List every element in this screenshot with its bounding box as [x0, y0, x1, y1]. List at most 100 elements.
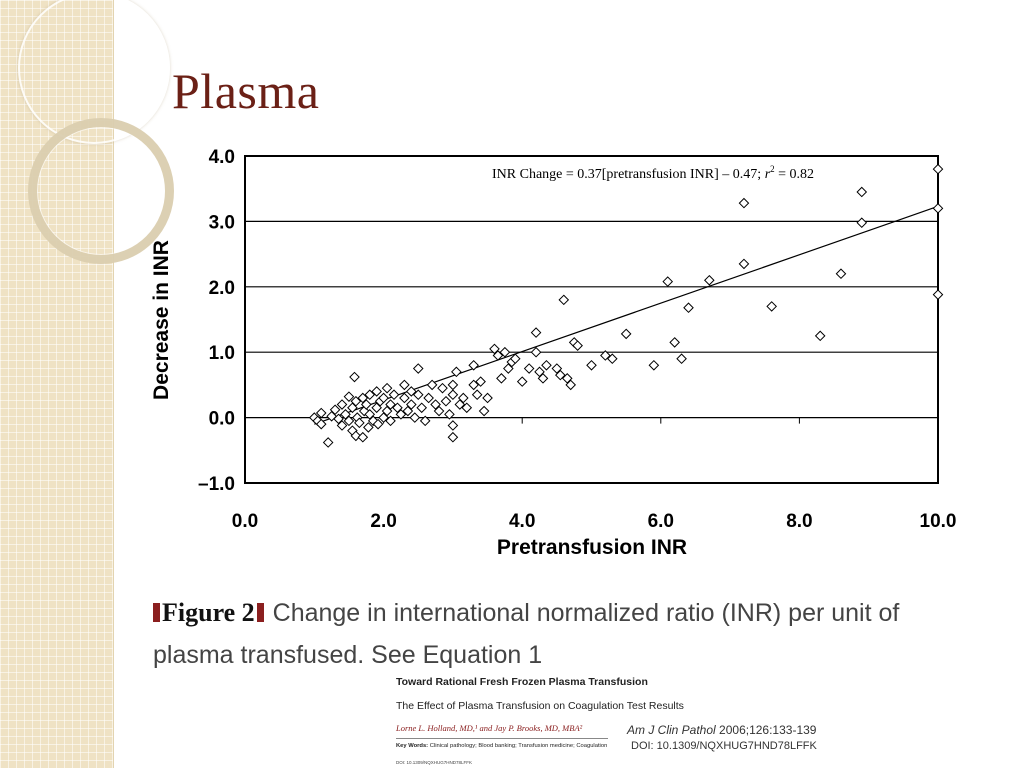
data-point — [457, 392, 469, 404]
data-point — [419, 415, 431, 427]
data-point — [551, 363, 563, 374]
data-point — [447, 379, 459, 391]
data-point — [537, 373, 549, 384]
data-point — [447, 389, 459, 401]
data-point — [555, 369, 566, 381]
data-point — [371, 402, 382, 414]
data-point — [475, 376, 486, 387]
article-title: Toward Rational Fresh Frozen Plasma Tran… — [396, 676, 648, 688]
data-point — [496, 373, 507, 384]
data-point — [360, 399, 372, 410]
decorative-ring-lower — [28, 118, 174, 264]
data-point — [600, 350, 611, 361]
data-point — [814, 330, 826, 342]
data-point — [856, 186, 868, 198]
data-point — [357, 392, 369, 404]
y-tick-label: 1.0 — [209, 343, 235, 364]
data-point — [489, 343, 500, 355]
data-point — [509, 353, 521, 365]
data-point — [558, 294, 570, 306]
x-tick-label: 10.0 — [920, 511, 957, 532]
decorative-sidebar — [0, 0, 174, 768]
journal-name: Am J Clin Pathol — [627, 723, 716, 737]
data-point — [412, 363, 424, 374]
data-point — [371, 386, 382, 397]
data-point — [329, 404, 341, 416]
keywords-text: Clinical pathology; Blood banking; Trans… — [429, 743, 608, 749]
data-point — [738, 258, 750, 270]
data-point — [322, 437, 334, 448]
data-point — [381, 405, 393, 417]
data-point — [478, 405, 490, 417]
data-point — [492, 350, 504, 361]
data-point — [662, 276, 674, 287]
data-point — [364, 409, 376, 420]
data-point — [336, 420, 348, 431]
data-point — [350, 430, 362, 442]
data-point — [530, 346, 542, 358]
data-point — [534, 366, 545, 378]
data-point — [738, 197, 750, 209]
journal-citation: Am J Clin Pathol 2006;126:133-139 — [627, 723, 816, 737]
data-point — [503, 363, 514, 374]
data-point — [932, 289, 944, 300]
data-point — [482, 392, 493, 404]
y-tick-label: 2.0 — [209, 278, 235, 299]
data-point — [392, 402, 403, 414]
x-axis-label: Pretransfusion INR — [497, 536, 687, 559]
data-points — [308, 163, 944, 448]
data-point — [406, 399, 417, 410]
y-tick-label: 3.0 — [209, 212, 235, 233]
x-tick-label: 8.0 — [786, 511, 812, 532]
article-doi: DOI: 10.1309/NQXHUG7HND78LFFK — [631, 740, 817, 752]
data-point — [395, 409, 407, 420]
data-point — [440, 395, 452, 407]
data-point — [388, 389, 400, 401]
caption-marker — [153, 603, 160, 622]
data-point — [586, 359, 597, 371]
data-point — [468, 359, 479, 371]
data-point — [433, 405, 445, 417]
data-point — [406, 386, 417, 397]
data-point — [669, 337, 680, 348]
data-point — [340, 409, 351, 420]
data-point — [385, 415, 396, 427]
data-point — [856, 217, 868, 229]
article-keywords: Key Words: Clinical pathology; Blood ban… — [396, 743, 611, 749]
data-point — [349, 371, 360, 383]
data-point — [471, 389, 483, 401]
caption-marker — [256, 603, 264, 622]
x-tick-label: 0.0 — [232, 511, 258, 532]
data-point — [565, 379, 577, 391]
figure-label: Figure 2 — [162, 598, 255, 627]
data-point — [416, 402, 428, 414]
data-point — [412, 389, 424, 401]
data-point — [430, 399, 441, 410]
article-subtitle: The Effect of Plasma Transfusion on Coag… — [396, 700, 684, 712]
data-point — [451, 366, 462, 378]
data-point — [343, 415, 355, 427]
data-point — [530, 327, 542, 338]
y-tick-label: 0.0 — [209, 409, 235, 430]
caption-text: Change in international normalized ratio… — [153, 599, 900, 669]
data-point — [620, 328, 632, 340]
x-tick-labels: 0.0 2.0 4.0 6.0 8.0 10.0 — [232, 417, 957, 532]
data-point — [561, 373, 573, 384]
y-tick-labels: 4.0 3.0 2.0 1.0 0.0 –1.0 — [198, 147, 235, 495]
slide-title: Plasma — [172, 63, 320, 119]
data-point — [378, 412, 389, 423]
data-point — [932, 163, 944, 175]
article-small-doi: DOI: 10.1309/NQXHUG7HND78LFFK — [396, 760, 473, 765]
data-point — [333, 413, 344, 425]
data-point — [932, 203, 944, 214]
plot-area-border — [244, 155, 939, 484]
y-axis-label: Decrease in INR — [150, 240, 173, 400]
data-point — [523, 363, 535, 374]
data-point — [516, 376, 528, 387]
data-point — [336, 399, 348, 410]
data-point — [437, 382, 448, 394]
x-tick-label: 6.0 — [648, 511, 674, 532]
data-point — [606, 353, 618, 365]
data-point — [541, 359, 552, 371]
figure-caption: Figure 2 Change in international normali… — [153, 592, 933, 676]
